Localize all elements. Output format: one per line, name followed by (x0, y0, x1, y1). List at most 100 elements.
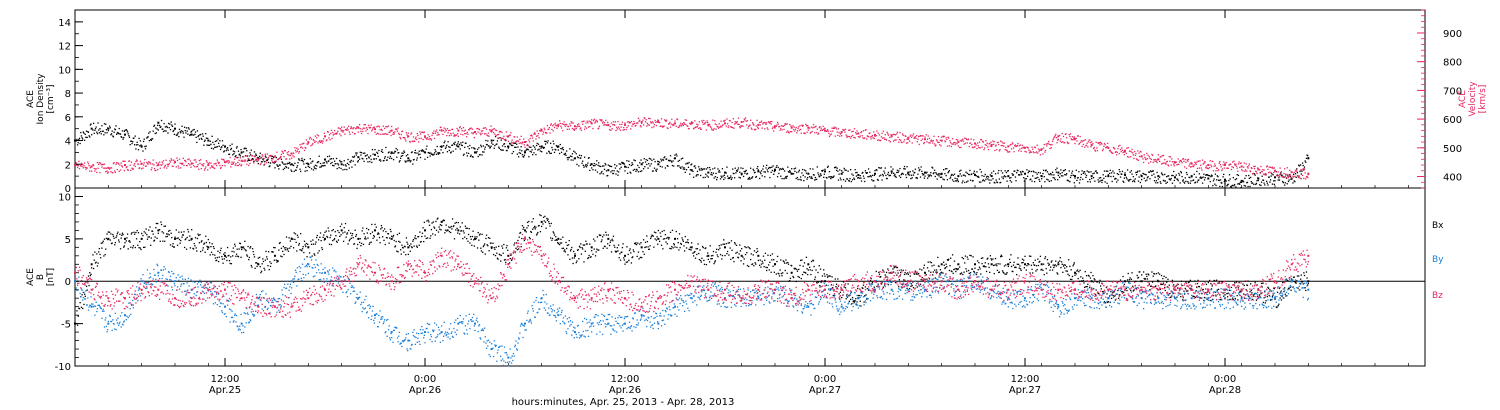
series-black-dot (267, 161, 270, 164)
series-bx-dot (167, 230, 170, 232)
series-black-dot (1046, 171, 1049, 173)
series-pink-dot (711, 129, 713, 131)
series-black-dot (652, 170, 654, 172)
series-pink-dot (374, 131, 376, 133)
series-bx-dot (550, 237, 552, 239)
series-bx-dot (546, 219, 549, 221)
series-bx-dot (437, 231, 440, 233)
series-black-dot (682, 157, 684, 159)
series-pink-dot (585, 122, 587, 124)
series-pink-dot (645, 119, 647, 121)
series-bx-point (424, 229, 426, 232)
series-pink-dot (229, 156, 231, 159)
series-black-dot (183, 126, 186, 128)
series-pink-dot (531, 135, 533, 137)
series-pink-dot (391, 125, 393, 128)
series-bx-dot (655, 239, 658, 241)
series-black-dot (1223, 173, 1225, 176)
series-pink-dot (426, 137, 429, 139)
series-pink-dot (190, 166, 192, 168)
series-pink-dot (390, 134, 392, 137)
series-bx-dot (337, 239, 340, 241)
series-bx-dot (592, 253, 594, 255)
series-pink-point (1307, 172, 1310, 175)
series-pink-dot (1284, 176, 1286, 178)
series-black-dot (182, 130, 184, 133)
series-black-dot (133, 137, 135, 139)
series-bx-dot (414, 237, 416, 239)
series-pink-dot (217, 162, 220, 165)
series-bx-dot (436, 218, 438, 220)
series-bx-dot (302, 246, 304, 248)
series-black-dot (496, 140, 499, 142)
series-pink-dot (95, 168, 97, 170)
series-bx-dot (162, 240, 164, 242)
series-bx-dot (610, 251, 613, 253)
series-pink-dot (1267, 168, 1269, 171)
series-black-dot (1232, 184, 1234, 187)
series-black-dot (910, 174, 913, 176)
series-black-dot (933, 172, 935, 174)
series-black-dot (796, 171, 798, 174)
series-black-dot (156, 128, 158, 130)
series-pink-dot (1292, 175, 1294, 177)
series-pink-dot (211, 166, 213, 168)
series-black-dot (823, 173, 826, 175)
series-bx-dot (375, 226, 377, 228)
series-pink-dot (1086, 142, 1088, 144)
series-black-dot (630, 164, 633, 167)
series-black-dot (1047, 179, 1049, 181)
series-black-dot (136, 141, 138, 143)
series-pink-dot (1005, 146, 1007, 149)
series-pink-dot (364, 127, 366, 129)
series-black-dot (734, 167, 736, 169)
series-pink-dot (548, 128, 550, 131)
series-pink-dot (1296, 170, 1298, 172)
series-bx-dot (297, 236, 299, 238)
series-black-dot (960, 175, 963, 177)
series-bx-dot (426, 237, 429, 239)
series-black-dot (582, 160, 584, 162)
series-pink-dot (1244, 169, 1247, 171)
series-black-dot (716, 178, 718, 181)
series-black-dot (377, 155, 379, 158)
series-bx-dot (240, 256, 242, 258)
series-pink-dot (767, 121, 770, 123)
series-pink-dot (1253, 165, 1255, 168)
series-black-dot (477, 155, 479, 158)
series-pink-dot (351, 127, 353, 129)
series-black-dot (1112, 170, 1114, 172)
series-black-dot (388, 151, 390, 153)
series-bx-dot (390, 230, 392, 233)
series-black-dot (669, 155, 672, 157)
series-pink-dot (744, 119, 746, 121)
series-black-dot (1240, 187, 1242, 189)
series-black-dot (617, 171, 620, 173)
series-black-dot (1042, 172, 1044, 175)
series-bx-dot (224, 252, 226, 254)
series-black-dot (181, 125, 183, 127)
series-pink-dot (1049, 147, 1051, 150)
series-pink-dot (1280, 173, 1282, 175)
series-bx-dot (147, 236, 149, 238)
series-pink-dot (386, 126, 388, 128)
series-black-dot (297, 162, 299, 164)
series-black-dot (717, 168, 719, 170)
series-black-dot (456, 145, 458, 147)
series-pink-dot (696, 123, 698, 125)
series-pink-dot (912, 133, 915, 135)
series-black-dot (1082, 178, 1084, 180)
series-pink-dot (948, 137, 950, 139)
series-black-dot (552, 140, 554, 142)
series-bx-dot (178, 238, 181, 241)
series-bx-dot (660, 235, 662, 238)
series-black-dot (1160, 182, 1162, 184)
series-pink-dot (643, 117, 645, 119)
series-black-dot (493, 147, 495, 149)
series-black-dot (1003, 176, 1005, 178)
series-pink-dot (1165, 163, 1167, 165)
series-black-dot (305, 166, 307, 169)
series-black-dot (195, 136, 197, 139)
series-bx-dot (276, 261, 278, 263)
